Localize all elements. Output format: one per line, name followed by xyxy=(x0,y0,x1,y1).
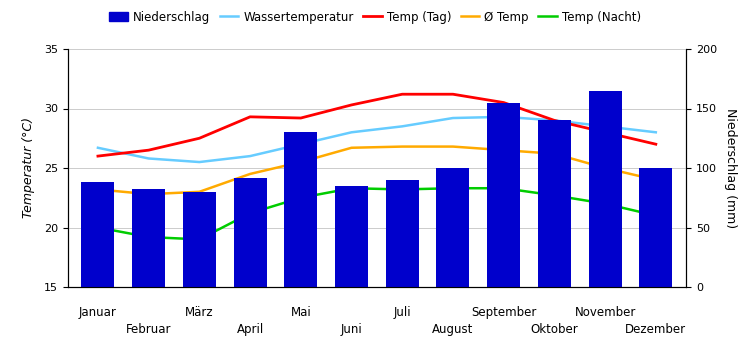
Bar xyxy=(589,91,622,287)
Bar xyxy=(284,132,317,287)
Y-axis label: Temperatur (°C): Temperatur (°C) xyxy=(22,118,35,218)
Bar xyxy=(488,103,520,287)
Y-axis label: Niederschlag (mm): Niederschlag (mm) xyxy=(724,108,736,228)
Bar xyxy=(386,180,418,287)
Text: Juni: Juni xyxy=(340,323,362,336)
Text: Mai: Mai xyxy=(290,307,311,320)
Text: Februar: Februar xyxy=(126,323,172,336)
Bar xyxy=(639,168,672,287)
Text: Januar: Januar xyxy=(79,307,117,320)
Text: August: August xyxy=(432,323,474,336)
Bar xyxy=(538,120,571,287)
Bar xyxy=(335,186,368,287)
Bar xyxy=(82,182,115,287)
Text: November: November xyxy=(574,307,636,320)
Bar xyxy=(183,192,216,287)
Text: April: April xyxy=(236,323,264,336)
Text: Dezember: Dezember xyxy=(626,323,686,336)
Bar xyxy=(436,168,470,287)
Text: September: September xyxy=(471,307,536,320)
Text: März: März xyxy=(185,307,214,320)
Text: Juli: Juli xyxy=(394,307,411,320)
Bar xyxy=(132,189,165,287)
Text: Oktober: Oktober xyxy=(530,323,578,336)
Legend: Niederschlag, Wassertemperatur, Temp (Tag), Ø Temp, Temp (Nacht): Niederschlag, Wassertemperatur, Temp (Ta… xyxy=(104,6,646,28)
Bar xyxy=(233,177,266,287)
